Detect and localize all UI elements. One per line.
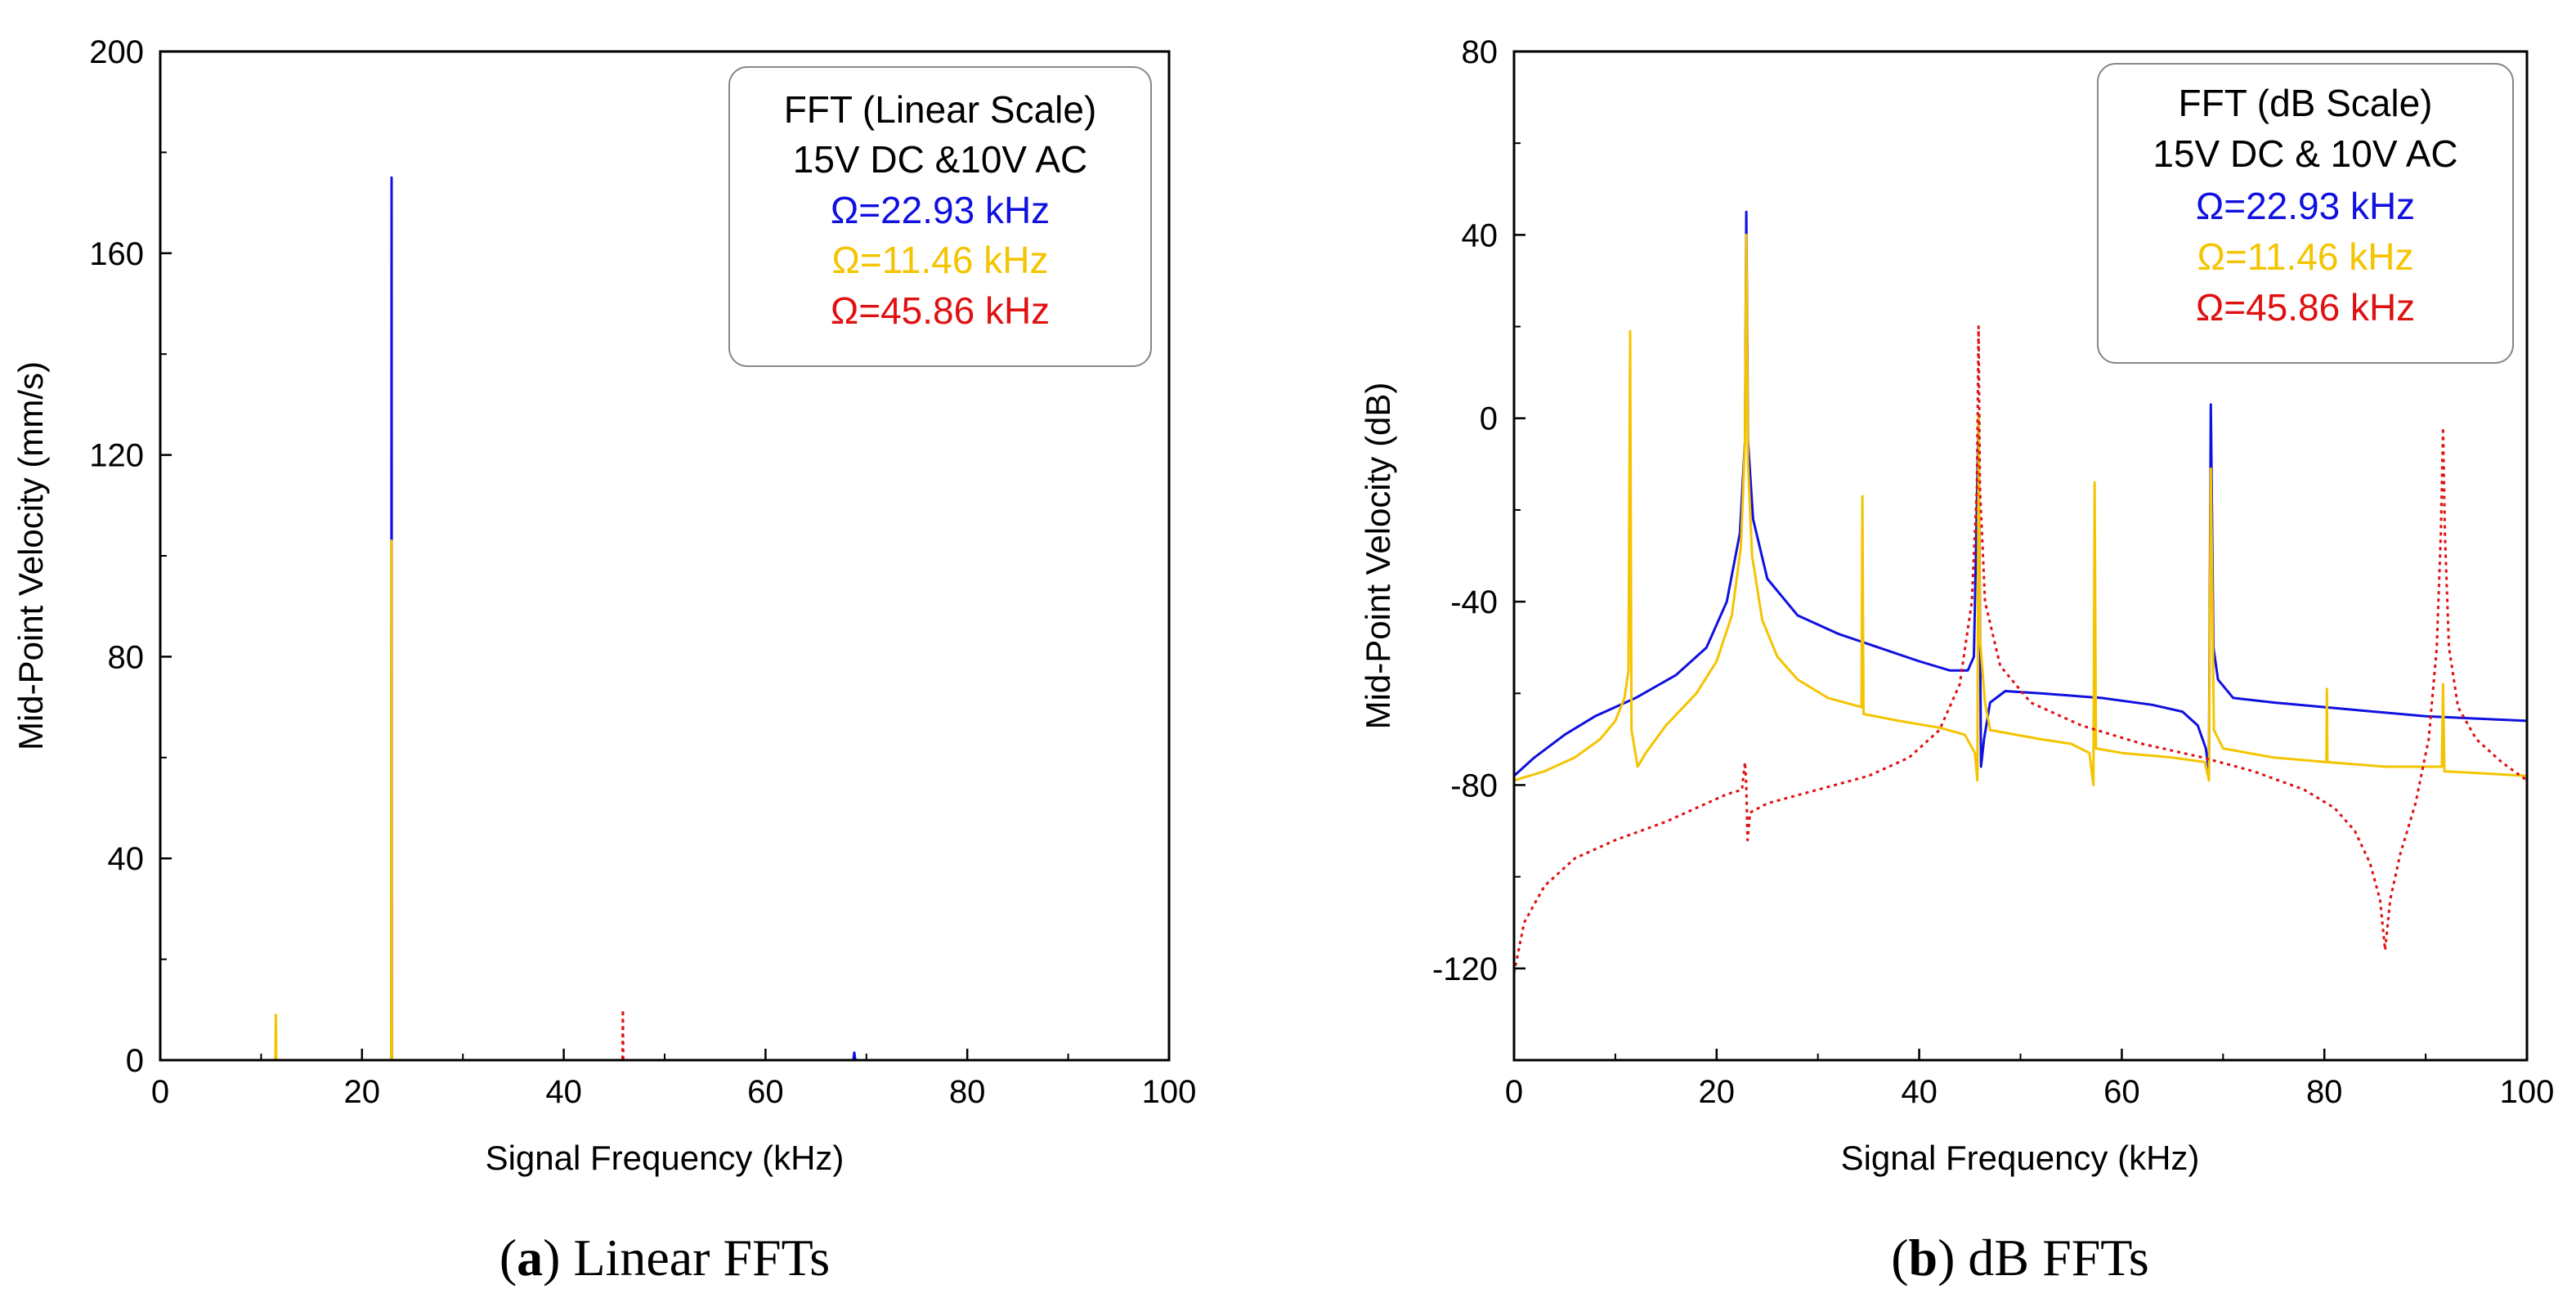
linear-ticks: 0 20 40 60 80 100 0 40 80 120 160 200 xyxy=(89,34,1196,1110)
db-caption: (b) dB FFTs xyxy=(1891,1229,2149,1287)
db-ticks: 0 20 40 60 80 100 -120 -80 -40 0 40 80 xyxy=(1432,34,2554,1110)
linear-y-tick-label: 80 xyxy=(108,639,145,675)
db-legend-entry-yellow: Ω=11.46 kHz xyxy=(2197,235,2414,278)
db-caption-letter: b xyxy=(1909,1229,1938,1287)
linear-x-tick-label: 40 xyxy=(545,1074,582,1110)
linear-caption-text: Linear FFTs xyxy=(560,1229,830,1287)
db-x-tick-label: 100 xyxy=(2500,1074,2555,1110)
db-legend: FFT (dB Scale) 15V DC & 10V AC Ω=22.93 k… xyxy=(2097,63,2514,364)
db-legend-entry-red: Ω=45.86 kHz xyxy=(2196,286,2415,329)
db-x-tick-label: 40 xyxy=(1901,1074,1938,1110)
chart-linear: 0 20 40 60 80 100 0 40 80 120 160 200 Signal Freque… xyxy=(11,34,1196,1287)
db-x-tick-label: 80 xyxy=(2306,1074,2343,1110)
linear-x-tick-label: 100 xyxy=(1142,1074,1197,1110)
linear-legend: FFT (Linear Scale) 15V DC &10V AC Ω=22.9… xyxy=(728,66,1152,367)
linear-legend-entry-blue: Ω=22.93 kHz xyxy=(831,189,1050,231)
db-x-tick-label: 60 xyxy=(2103,1074,2140,1110)
linear-y-tick-label: 40 xyxy=(108,841,145,877)
linear-y-tick-label: 120 xyxy=(89,438,144,474)
linear-legend-subtitle: 15V DC &10V AC xyxy=(793,138,1088,181)
db-y-tick-label: 80 xyxy=(1462,34,1499,70)
linear-y-tick-label: 0 xyxy=(126,1043,144,1079)
db-y-axis-label: Mid-Point Velocity (dB) xyxy=(1359,383,1397,730)
linear-legend-entry-yellow: Ω=11.46 kHz xyxy=(832,239,1049,281)
db-y-tick-label: 0 xyxy=(1480,401,1498,437)
db-legend-box xyxy=(2097,63,2514,364)
chart-db: 0 20 40 60 80 100 -120 -80 -40 0 40 80 Signal Frequ… xyxy=(1359,34,2554,1287)
linear-x-tick-label: 80 xyxy=(949,1074,986,1110)
db-legend-entry-blue: Ω=22.93 kHz xyxy=(2196,185,2415,227)
db-x-axis-label: Signal Frequency (kHz) xyxy=(1841,1139,2200,1177)
linear-x-axis-label: Signal Frequency (kHz) xyxy=(486,1139,844,1177)
linear-x-tick-label: 0 xyxy=(151,1074,169,1110)
linear-y-tick-label: 200 xyxy=(89,34,144,70)
db-y-tick-label: -40 xyxy=(1450,584,1498,620)
linear-caption-letter: a xyxy=(517,1229,543,1287)
linear-x-tick-label: 20 xyxy=(344,1074,381,1110)
linear-legend-entry-red: Ω=45.86 kHz xyxy=(831,289,1050,332)
db-y-tick-label: -120 xyxy=(1432,951,1498,987)
linear-x-tick-label: 60 xyxy=(747,1074,784,1110)
linear-y-axis-label: Mid-Point Velocity (mm/s) xyxy=(11,361,50,750)
db-y-tick-label: -80 xyxy=(1450,768,1498,803)
db-series-group xyxy=(1512,210,2528,973)
db-caption-text: dB FFTs xyxy=(1955,1229,2148,1287)
linear-legend-box xyxy=(728,66,1152,367)
db-legend-subtitle: 15V DC & 10V AC xyxy=(2153,132,2457,175)
db-series-yellow xyxy=(1513,233,2528,786)
db-x-tick-label: 20 xyxy=(1699,1074,1736,1110)
linear-legend-title: FFT (Linear Scale) xyxy=(784,88,1097,131)
linear-y-tick-label: 160 xyxy=(89,236,144,272)
db-legend-title: FFT (dB Scale) xyxy=(2179,82,2433,124)
linear-caption: (a) Linear FFTs xyxy=(500,1229,830,1287)
db-x-tick-label: 0 xyxy=(1505,1074,1523,1110)
db-y-tick-label: 40 xyxy=(1462,217,1499,253)
